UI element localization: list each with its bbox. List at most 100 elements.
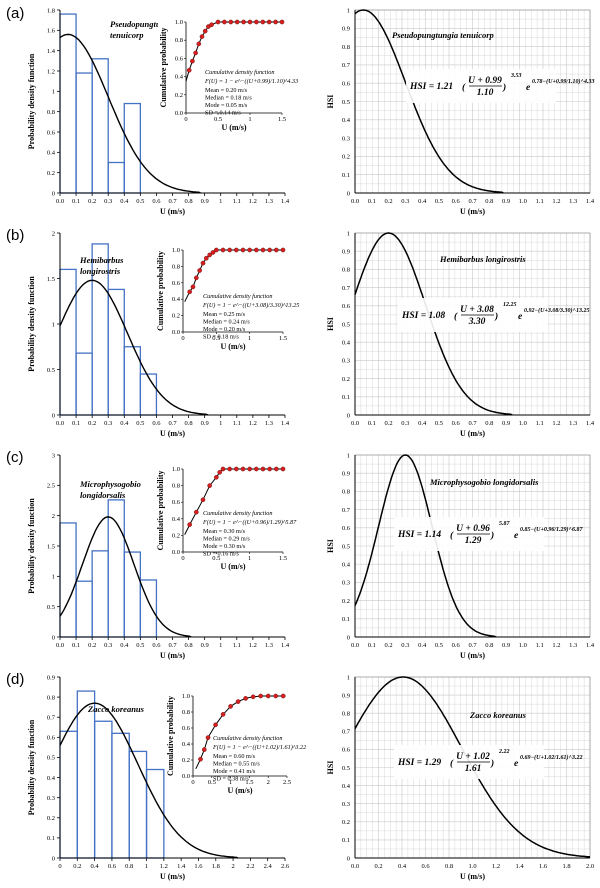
formula-lhs: HSI = 1.29 xyxy=(397,758,441,768)
cdf-point xyxy=(247,247,252,253)
cdf-point xyxy=(202,28,208,34)
hsi-x-tick-label: 0.8 xyxy=(485,642,493,649)
hsi-panel-3: 0.0 0.1 0.2 0.3 0.4 0.5 0.6 0.7 0.8 0.9 1.0 1.1 1.2 1… xyxy=(326,452,595,660)
hsi-y-tick-label: 0.9 xyxy=(342,249,350,256)
hsi-x-tick-label: 0.5 xyxy=(435,420,443,427)
pdf-y-tick-label: 3 xyxy=(52,452,55,459)
histogram-bar xyxy=(75,580,93,638)
histogram-bar xyxy=(91,550,109,638)
cdf-stat: Mean = 0.60 m/s xyxy=(213,753,256,760)
hsi-x-tick-label: 0.2 xyxy=(385,642,393,649)
pdf-y-tick-label: 0 xyxy=(52,190,55,197)
formula-exponent: 2.22 xyxy=(498,749,510,755)
y-axis-label: Probability density function xyxy=(27,53,36,149)
inset-x-tick-label: 0 xyxy=(184,116,187,123)
cdf-stat: Median = 0.55 m/s xyxy=(213,761,260,768)
hsi-x-tick-label: 0.0 xyxy=(351,198,359,205)
histogram-bar xyxy=(107,161,125,194)
cdf-point xyxy=(214,247,219,253)
close-paren: ) xyxy=(490,758,494,769)
inset-background xyxy=(165,690,291,794)
pdf-x-tick-label: 1.1 xyxy=(233,642,241,649)
hsi-y-tick-label: 0.9 xyxy=(342,692,350,699)
pdf-x-tick-label: 1.8 xyxy=(212,863,220,870)
hsi-x-tick-label: 0.7 xyxy=(468,198,477,205)
formula-exponent-2: 0.69−(U+1.02/1.61)^3.22 xyxy=(520,754,582,761)
inset-y-tick-label: 0.8 xyxy=(182,709,190,716)
hsi-y-tick-label: 0.3 xyxy=(342,135,350,142)
cdf-inset: 0 0.5 1 1.5 2 2.5 0.0 0.2 0.4 0.6 0.8 1.0 Cumulative… xyxy=(165,690,306,795)
cdf-stat: Median = 0.24 m/s xyxy=(203,319,250,326)
species-name: Hemibarbus xyxy=(79,255,124,265)
histogram-bar xyxy=(93,720,113,859)
cdf-point xyxy=(227,466,232,472)
pdf-y-tick-label: 1 xyxy=(52,89,55,96)
pdf-y-tick-label: 0.6 xyxy=(47,735,56,742)
pdf-y-tick-label: 0.6 xyxy=(47,129,56,136)
hsi-y-tick-label: 0.7 xyxy=(342,507,351,514)
hsi-x-tick-label: 1.1 xyxy=(536,642,544,649)
hsi-y-tick-label: 0.9 xyxy=(342,26,350,33)
inset-x-tick-label: 2.5 xyxy=(283,779,291,786)
hsi-y-tick-label: 0.4 xyxy=(342,562,351,569)
cdf-point xyxy=(254,19,259,25)
pdf-x-tick-label: 0.1 xyxy=(72,642,80,649)
cdf-point xyxy=(250,694,256,700)
hsi-y-tick-label: 0.7 xyxy=(342,285,351,292)
cdf-stat: Mean = 0.30 m/s xyxy=(203,528,246,535)
pdf-x-tick-label: 1.2 xyxy=(249,198,257,205)
cdf-point xyxy=(198,756,203,762)
cdf-point xyxy=(243,696,248,701)
cdf-formula: F(U) = 1 − e^−((U+3.08)/3.30)^13.25 xyxy=(202,302,299,309)
pdf-y-tick-label: 0.8 xyxy=(47,109,55,116)
pdf-x-tick-label: 1.3 xyxy=(265,420,273,427)
y-axis-label: Probability density function xyxy=(27,276,36,372)
pdf-y-tick-label: 1.5 xyxy=(47,276,55,283)
cdf-stat: Mode = 0.30 m/s xyxy=(203,543,246,550)
cdf-point xyxy=(260,19,266,25)
hsi-y-tick-label: 0.2 xyxy=(342,598,350,605)
pdf-y-tick-label: 2 xyxy=(52,230,55,237)
y-axis-label: HSI xyxy=(326,317,335,331)
hsi-y-tick-label: 0.8 xyxy=(342,44,350,51)
cdf-point xyxy=(274,247,279,253)
cdf-point xyxy=(196,41,202,47)
inset-x-axis-label: U (m/s) xyxy=(220,342,245,351)
pdf-x-tick-label: 0.5 xyxy=(136,198,144,205)
pdf-y-tick-label: 0 xyxy=(52,412,55,419)
x-axis-label: U (m/s) xyxy=(160,651,185,660)
formula-exponent-2: 0.78−(U+0.99/1.10)^4.33 xyxy=(532,78,594,85)
hsi-y-tick-label: 0.9 xyxy=(342,471,350,478)
inset-y-tick-label: 0.2 xyxy=(175,92,183,99)
pdf-y-tick-label: 0.2 xyxy=(47,170,55,177)
hsi-x-tick-label: 1.8 xyxy=(562,863,570,870)
hsi-x-tick-label: 0.9 xyxy=(502,642,510,649)
hsi-x-tick-label: 1.0 xyxy=(519,642,527,649)
hsi-y-tick-label: 0.1 xyxy=(342,172,350,179)
pdf-y-tick-label: 2 xyxy=(52,513,55,520)
hsi-y-tick-label: 0.6 xyxy=(342,81,351,88)
cdf-point xyxy=(222,19,227,25)
inset-y-tick-label: 1.0 xyxy=(172,466,180,473)
pdf-x-tick-label: 1.4 xyxy=(281,420,290,427)
hsi-y-tick-label: 1 xyxy=(347,674,350,681)
species-name: longidorsalis xyxy=(80,490,126,500)
species-name: Pseudopungtungia tenuicorp xyxy=(392,30,494,40)
hsi-y-tick-label: 0.8 xyxy=(342,711,350,718)
inset-x-tick-label: 0.5 xyxy=(212,555,220,562)
hsi-x-tick-label: 1.2 xyxy=(552,198,560,205)
cdf-point xyxy=(267,247,272,253)
pdf-x-tick-label: 1 xyxy=(219,198,222,205)
hsi-panel-4: 0.0 0.2 0.4 0.6 0.8 1.0 1.2 1.4 1.6 1.8 2.0 0 0.1 0.2… xyxy=(326,674,594,881)
x-axis-label: U (m/s) xyxy=(160,207,185,216)
hsi-x-tick-label: 1.3 xyxy=(569,642,577,649)
pdf-x-tick-label: 1.2 xyxy=(160,863,168,870)
histogram-bar xyxy=(59,522,77,638)
inset-y-tick-label: 0.4 xyxy=(172,516,181,523)
cdf-point xyxy=(280,247,286,253)
formula-denominator: 3.30 xyxy=(468,317,486,327)
cdf-point xyxy=(279,19,285,25)
pdf-x-tick-label: 1 xyxy=(219,420,222,427)
hsi-y-tick-label: 0.7 xyxy=(342,62,351,69)
hsi-x-tick-label: 0.4 xyxy=(398,863,407,870)
